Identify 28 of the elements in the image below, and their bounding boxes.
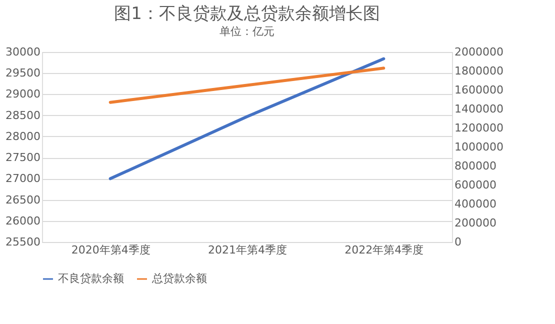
y2-tick-label: 1600000 (454, 84, 504, 96)
x-tick-label: 2021年第4季度 (208, 244, 287, 256)
y-tick-label: 26000 (6, 214, 40, 228)
y2-tick-label: 1400000 (454, 102, 504, 116)
y2-tick-label: 1200000 (454, 122, 504, 134)
x-tick-label: 2022年第4季度 (344, 244, 424, 256)
y-tick-label: 25500 (6, 236, 40, 248)
y-tick-label: 30000 (6, 46, 40, 58)
y-tick-label: 29000 (6, 88, 40, 101)
y-tick-label: 27500 (6, 151, 40, 164)
y2-tick-label: 1000000 (454, 140, 504, 154)
y2-tick-label: 200000 (454, 216, 496, 230)
y-tick-label: 28500 (6, 108, 40, 122)
y-tick-label: 29500 (6, 66, 40, 80)
y2-tick-label: 2000000 (454, 46, 504, 58)
x-tick-label: 2020年第4季度 (71, 244, 150, 256)
y2-tick-label: 800000 (454, 160, 496, 172)
chart-title: 图1：不良贷款及总贷款余额增长图 (114, 4, 380, 24)
y-tick-label: 26500 (6, 193, 40, 206)
y2-tick-label: 600000 (454, 178, 496, 192)
y2-tick-label: 400000 (454, 198, 496, 210)
y-tick-label: 27000 (6, 172, 40, 186)
y2-tick-label: 0 (454, 236, 462, 248)
legend-label: 总贷款余额 (151, 272, 207, 285)
y2-tick-label: 1800000 (454, 64, 504, 78)
legend-label: 不良贷款余额 (58, 272, 124, 285)
chart-subtitle: 单位：亿元 (220, 25, 274, 38)
y-tick-label: 28000 (6, 130, 40, 143)
